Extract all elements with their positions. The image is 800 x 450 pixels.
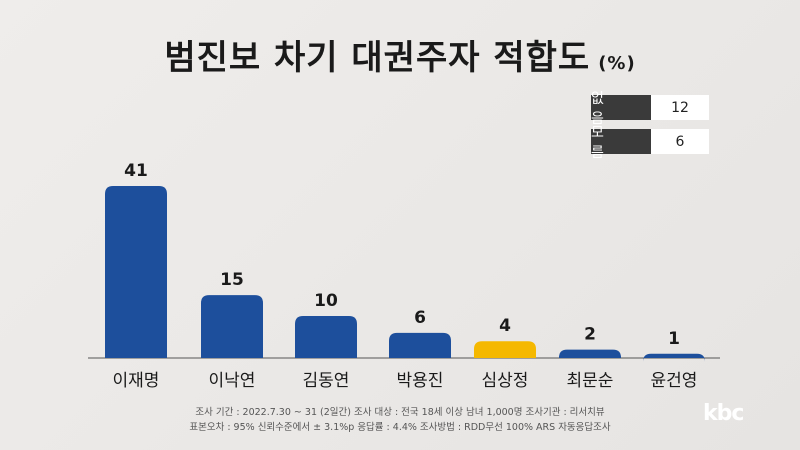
bar (559, 349, 621, 358)
category-label: 김동연 (303, 371, 350, 391)
category-label: 최문순 (567, 371, 614, 391)
category-label: 이낙연 (209, 371, 256, 391)
category-label: 윤건영 (651, 371, 698, 391)
bar (295, 316, 357, 358)
extra-value: 12 (651, 95, 709, 120)
unit-label: (%) (598, 53, 636, 74)
category-label: 심상정 (482, 371, 529, 391)
category-label: 이재명 (113, 371, 160, 391)
data-label: 10 (314, 291, 338, 311)
chart-title: 범진보 차기 대권주자 적합도 (%) (0, 30, 800, 79)
bar (643, 353, 705, 362)
data-label: 41 (124, 161, 148, 181)
data-label: 15 (220, 270, 244, 290)
bar (105, 186, 167, 358)
extra-value: 6 (651, 129, 709, 154)
bar (389, 332, 451, 358)
data-label: 4 (499, 316, 511, 336)
bar (474, 341, 536, 358)
kbc-logo: kbc (703, 401, 744, 426)
bar (201, 295, 263, 358)
category-label: 박용진 (397, 371, 444, 391)
data-label: 2 (584, 325, 596, 345)
survey-note-1: 조사 기간 : 2022.7.30 ~ 31 (2일간) 조사 대상 : 전국 … (195, 407, 605, 418)
data-label: 6 (414, 308, 426, 328)
title-text: 범진보 차기 대권주자 적합도 (164, 38, 591, 78)
data-label: 1 (668, 329, 680, 349)
survey-note-2: 표본오차 : 95% 신뢰수준에서 ± 3.1%p 응답률 : 4.4% 조사방… (189, 422, 611, 433)
